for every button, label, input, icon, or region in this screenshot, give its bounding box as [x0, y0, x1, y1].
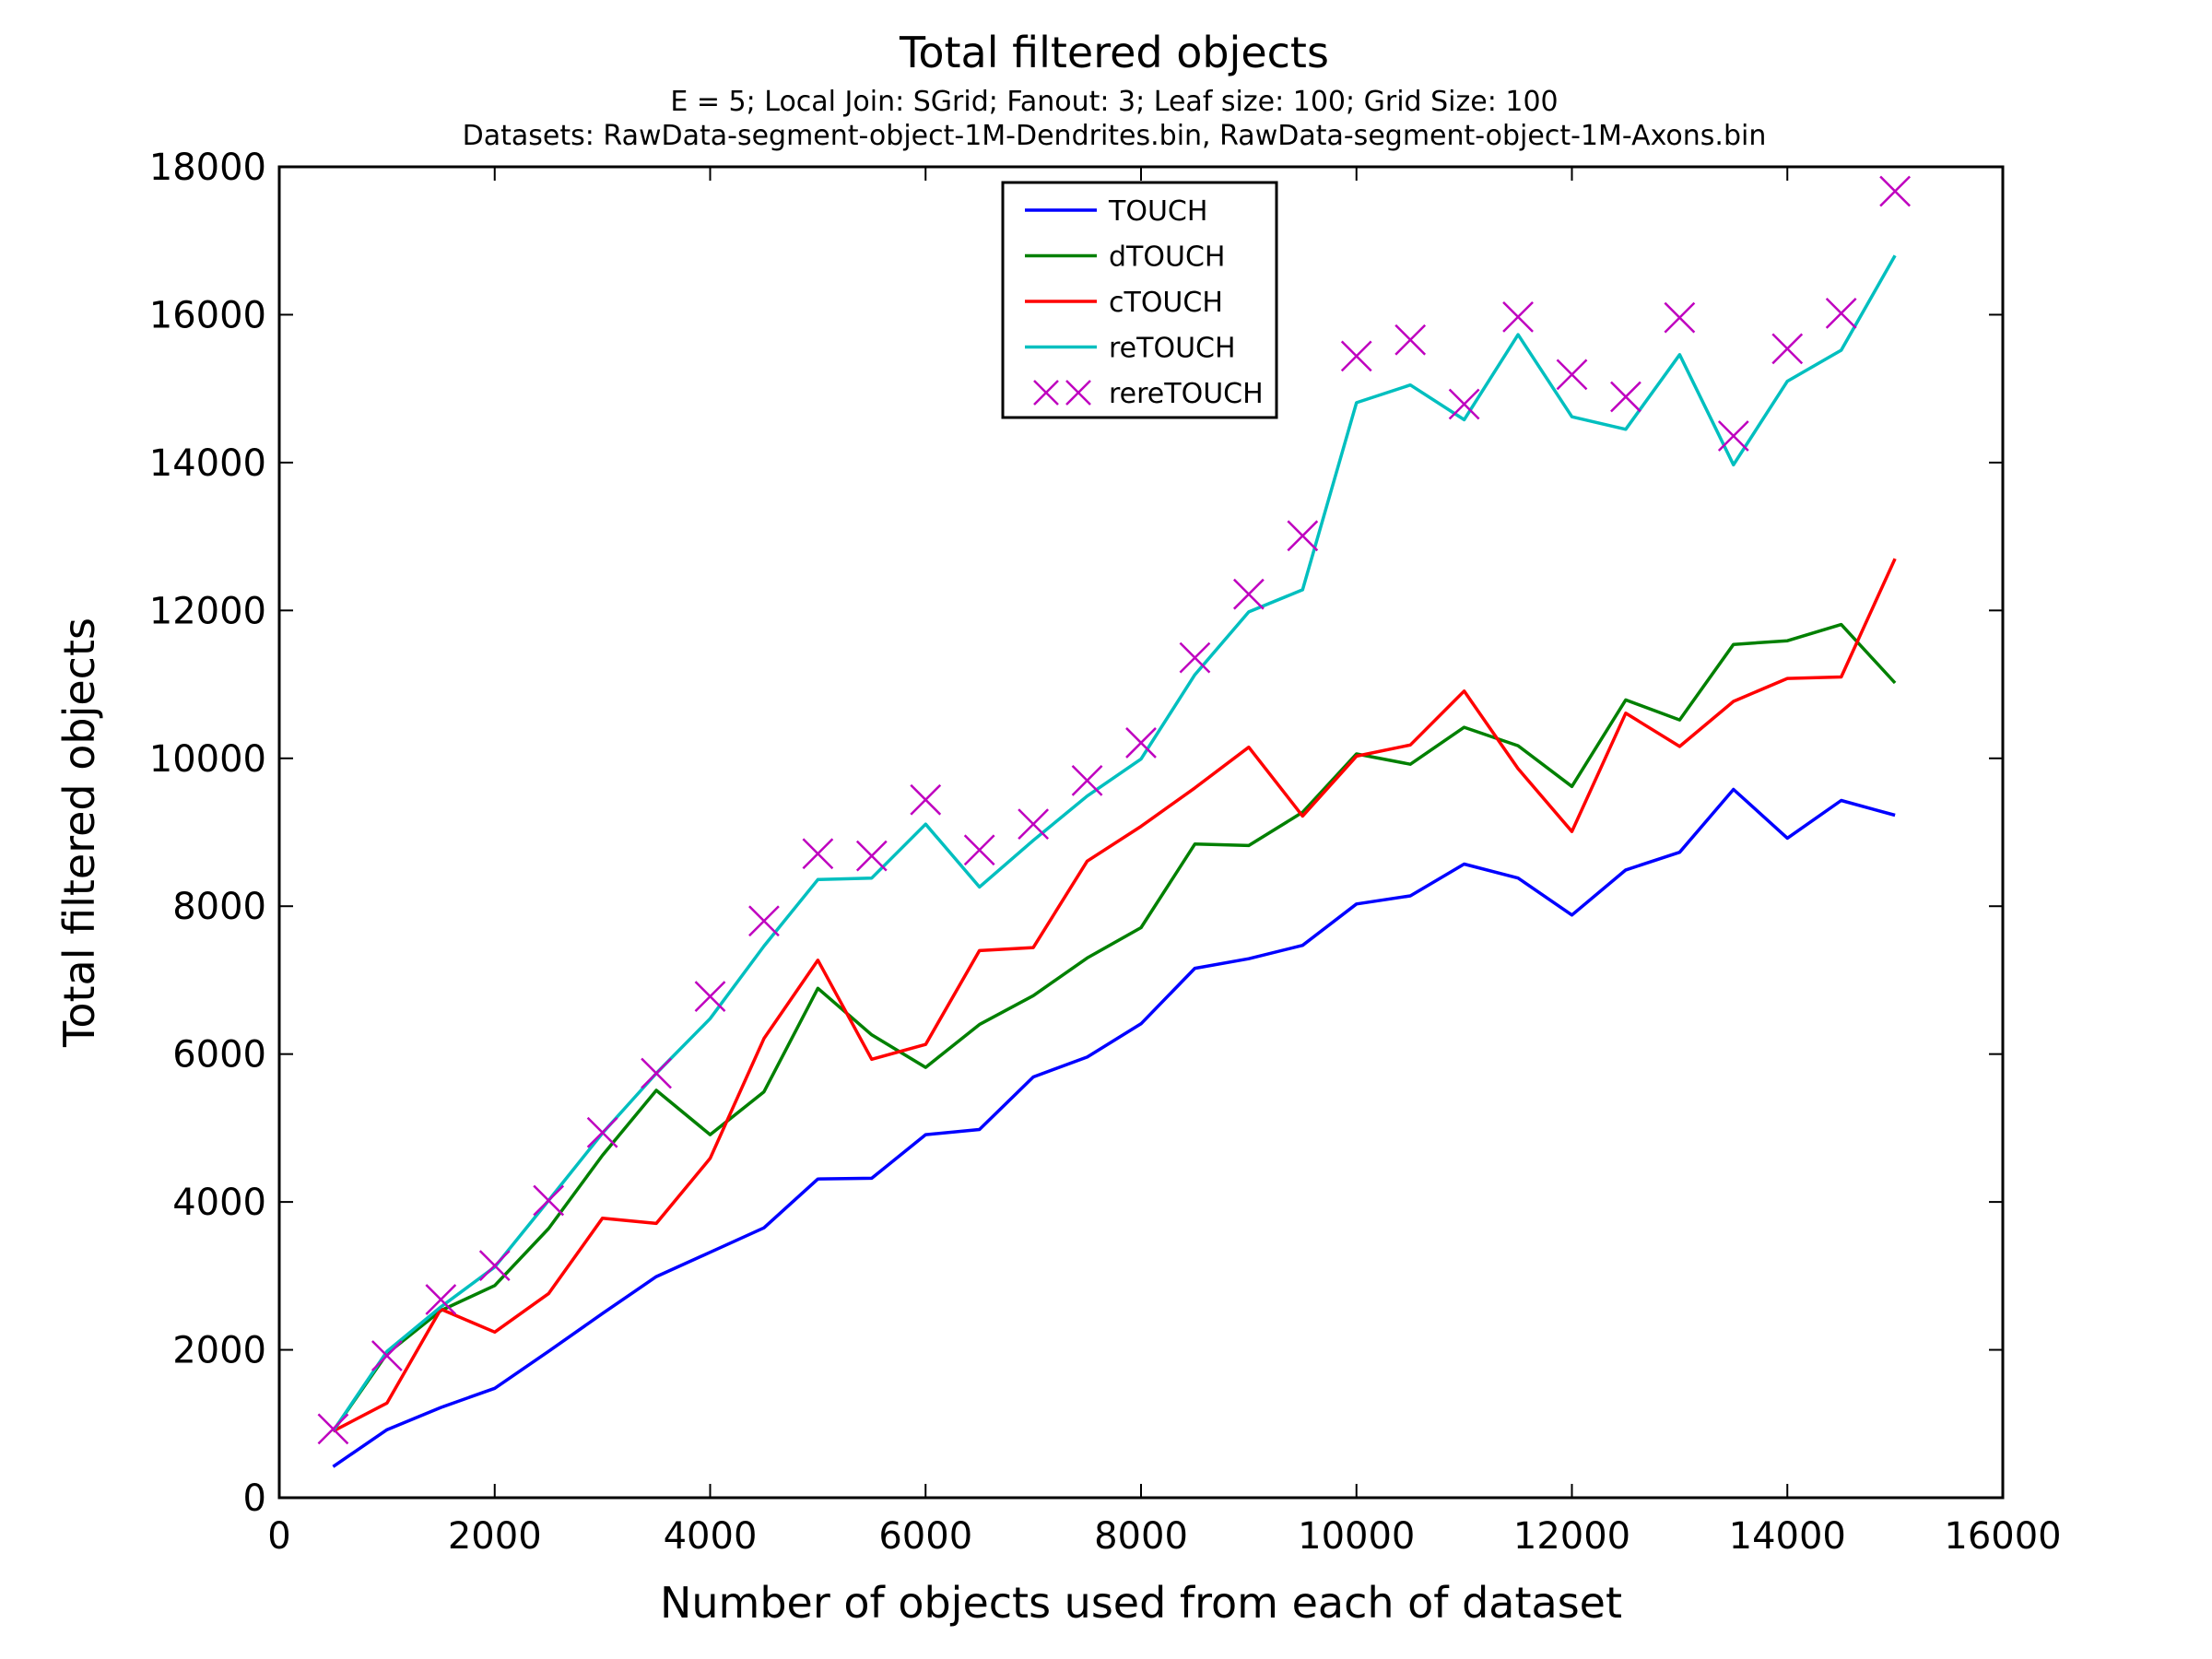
series-line-dTOUCH	[331, 622, 1897, 1432]
legend-label-cTOUCH: cTOUCH	[1109, 287, 1223, 319]
y-tick-label: 2000	[172, 1330, 266, 1372]
y-tick-label: 10000	[149, 738, 266, 781]
x-tick-label: 8000	[1094, 1515, 1188, 1558]
data-point-rereTOUCH	[1825, 297, 1857, 329]
chart-subtitle-line-2: Datasets: RawData-segment-object-1M-Dend…	[463, 120, 1767, 152]
y-tick-label: 18000	[149, 147, 266, 189]
data-point-rereTOUCH	[1287, 520, 1319, 552]
data-point-rereTOUCH	[1232, 578, 1265, 610]
data-point-rereTOUCH	[1664, 301, 1696, 334]
data-point-rereTOUCH	[748, 905, 780, 937]
y-tick-label: 16000	[149, 294, 266, 336]
legend-marker-rereTOUCH	[1033, 380, 1059, 406]
data-point-rereTOUCH	[1879, 175, 1912, 207]
y-tick-label: 6000	[172, 1034, 266, 1077]
data-point-rereTOUCH	[963, 834, 995, 866]
data-point-rereTOUCH	[1071, 764, 1103, 796]
data-point-rereTOUCH	[1179, 641, 1211, 674]
data-point-rereTOUCH	[1610, 381, 1641, 413]
x-axis-label: Number of objects used from each of data…	[660, 1578, 1622, 1628]
data-point-rereTOUCH	[1340, 340, 1372, 372]
x-tick-label: 4000	[664, 1515, 758, 1558]
chart-subtitle-line-1: E = 5; Local Join: SGrid; Fanout: 3; Lea…	[670, 86, 1558, 118]
x-tick-label: 10000	[1298, 1515, 1415, 1558]
x-tick-label: 0	[267, 1515, 290, 1558]
data-point-rereTOUCH	[1771, 333, 1804, 365]
series-line-TOUCH	[332, 787, 1896, 1468]
legend-label-dTOUCH: dTOUCH	[1109, 241, 1225, 274]
data-point-rereTOUCH	[802, 838, 834, 870]
y-tick-label: 4000	[172, 1182, 266, 1224]
data-point-rereTOUCH	[371, 1340, 403, 1371]
y-tick-label: 12000	[149, 590, 266, 632]
chart-title: Total filtered objects	[899, 28, 1329, 77]
data-point-rereTOUCH	[641, 1057, 672, 1089]
legend-label-rereTOUCH: rereTOUCH	[1109, 378, 1264, 410]
y-tick-label: 14000	[149, 442, 266, 485]
data-point-rereTOUCH	[1125, 727, 1157, 759]
data-point-rereTOUCH	[1018, 808, 1050, 841]
x-tick-label: 2000	[448, 1515, 542, 1558]
data-point-rereTOUCH	[694, 981, 726, 1012]
data-point-rereTOUCH	[1448, 388, 1480, 420]
data-point-rereTOUCH	[1717, 420, 1749, 452]
y-tick-label: 8000	[172, 886, 266, 928]
data-point-rereTOUCH	[533, 1184, 565, 1217]
legend-marker-rereTOUCH	[1065, 380, 1091, 406]
data-point-rereTOUCH	[1502, 300, 1534, 333]
axis-ticks: 0 2000 4000 6000 8000 10000 12000 14000 16000 0 20…	[149, 147, 2062, 1558]
data-point-rereTOUCH	[910, 783, 942, 816]
x-tick-label: 12000	[1513, 1515, 1630, 1558]
data-series	[317, 175, 1912, 1468]
series-rereTOUCH-markers	[317, 175, 1912, 1445]
y-axis-label: Total filtered objects	[54, 618, 104, 1048]
data-point-rereTOUCH	[317, 1413, 349, 1445]
data-point-rereTOUCH	[425, 1284, 457, 1315]
legend-label-TOUCH: TOUCH	[1108, 195, 1207, 228]
data-point-rereTOUCH	[855, 840, 888, 872]
series-line-reTOUCH	[331, 254, 1897, 1432]
data-point-rereTOUCH	[1394, 324, 1427, 356]
data-point-rereTOUCH	[1556, 359, 1588, 391]
legend: TOUCH dTOUCH cTOUCH reTOUCH rereTOUCH	[1001, 181, 1278, 419]
legend-label-reTOUCH: reTOUCH	[1109, 333, 1236, 365]
data-point-rereTOUCH	[586, 1116, 618, 1148]
x-tick-label: 16000	[1944, 1515, 2061, 1558]
data-point-rereTOUCH	[478, 1250, 511, 1281]
series-line-cTOUCH	[332, 558, 1897, 1433]
x-tick-label: 14000	[1729, 1515, 1846, 1558]
x-tick-label: 6000	[878, 1515, 972, 1558]
y-tick-label: 0	[243, 1477, 266, 1520]
plot-area-frame	[277, 165, 2005, 1500]
